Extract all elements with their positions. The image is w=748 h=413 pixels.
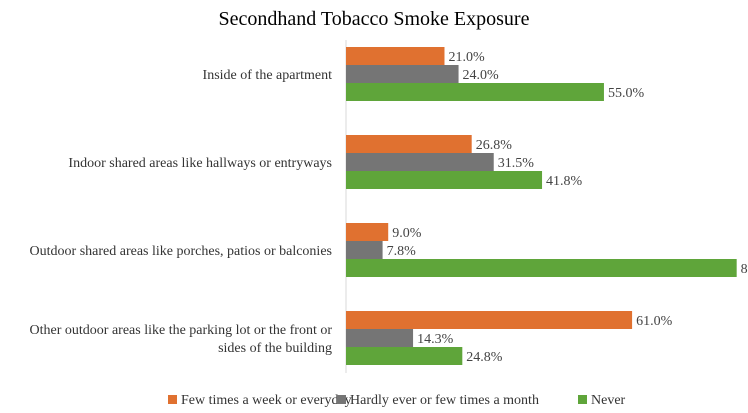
data-label: 7.8%	[387, 244, 417, 259]
data-label: 55.0%	[608, 86, 645, 101]
bar	[346, 347, 463, 365]
data-label: 14.3%	[417, 332, 454, 347]
category-label: Inside of the apartment	[203, 68, 333, 83]
data-label: 83.3%	[741, 262, 748, 277]
legend-swatch	[168, 395, 177, 404]
data-label: 31.5%	[498, 156, 535, 171]
chart-title: Secondhand Tobacco Smoke Exposure	[219, 8, 530, 30]
bar	[346, 135, 472, 153]
data-label: 26.8%	[476, 138, 513, 153]
data-label: 24.8%	[466, 350, 503, 365]
category-label: Other outdoor areas like the parking lot…	[30, 323, 333, 338]
bar	[346, 153, 494, 171]
bar	[346, 329, 414, 347]
data-label: 9.0%	[392, 226, 422, 241]
bars-group: 21.0% 24.0% 55.0% 26.8% 31.5% 41.8% 9.0% 7.8% 83…	[346, 47, 748, 365]
category-labels: Inside of the apartment Indoor shared are…	[30, 68, 333, 356]
data-label: 41.8%	[546, 174, 583, 189]
bar	[346, 65, 459, 83]
bar	[346, 47, 445, 65]
category-label: sides of the building	[218, 341, 332, 356]
bar	[346, 83, 604, 101]
data-label: 61.0%	[636, 314, 673, 329]
legend-swatch	[337, 395, 346, 404]
bar	[346, 259, 737, 277]
legend-swatch	[578, 395, 587, 404]
legend-label: Few times a week or everyday	[181, 393, 352, 408]
bar	[346, 223, 389, 241]
bar	[346, 311, 633, 329]
category-label: Indoor shared areas like hallways or ent…	[68, 156, 332, 171]
legend-label: Never	[591, 393, 626, 408]
bar	[346, 241, 383, 259]
data-label: 21.0%	[448, 50, 485, 65]
data-label: 24.0%	[463, 68, 500, 83]
bar	[346, 171, 543, 189]
category-label: Outdoor shared areas like porches, patio…	[30, 244, 332, 259]
legend-label: Hardly ever or few times a month	[350, 393, 539, 408]
